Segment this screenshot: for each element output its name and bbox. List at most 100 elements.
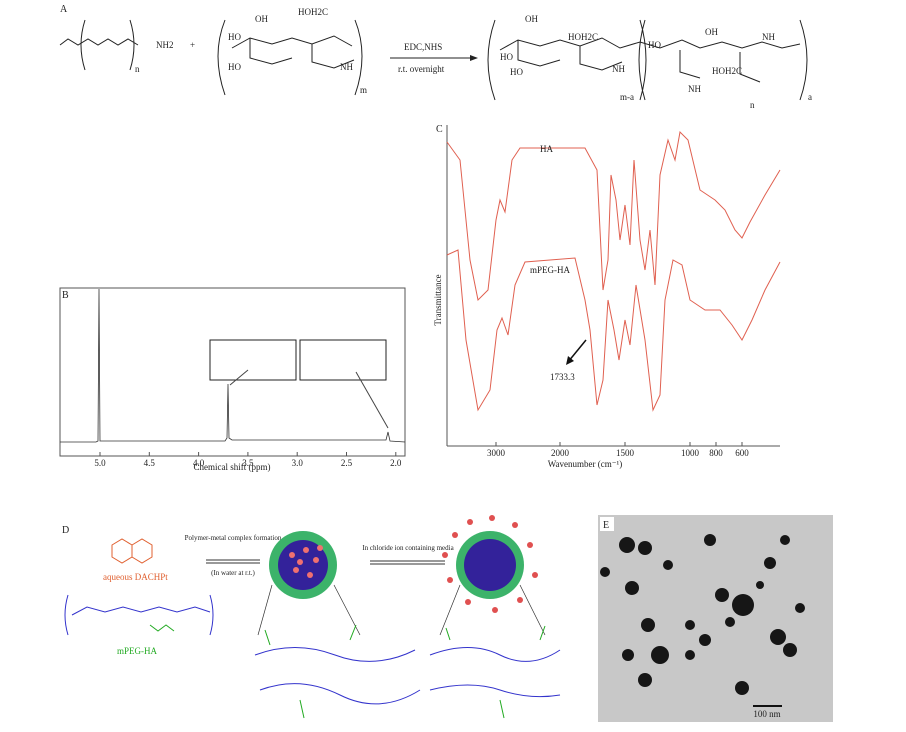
- released-pt: [527, 542, 533, 548]
- axis-label: Wavenumber (cm⁻¹): [548, 459, 622, 469]
- tem-image: [598, 515, 833, 722]
- pt-complex: [289, 552, 295, 558]
- plus: +: [190, 40, 195, 50]
- curve-label: HA: [540, 144, 553, 154]
- nanoparticle: [641, 618, 655, 632]
- tick-label: 600: [735, 448, 749, 458]
- structure: [59, 19, 139, 71]
- nanoparticle: [651, 646, 669, 664]
- nanoparticle: [699, 634, 711, 646]
- group: OH: [705, 27, 718, 37]
- nanoparticle: [783, 643, 797, 657]
- nanoparticle: [725, 617, 735, 627]
- plot-frame: [59, 287, 406, 457]
- group: HO: [228, 62, 241, 72]
- nanoparticle: [685, 620, 695, 630]
- axis-label: Transmittance: [433, 274, 443, 325]
- peg-chain: [264, 624, 546, 719]
- pt-complex: [307, 572, 313, 578]
- nanoparticle: [685, 650, 695, 660]
- annotation: 1733.3: [550, 372, 575, 382]
- tick-label: 4.0: [193, 458, 205, 468]
- pt-complex: [293, 567, 299, 573]
- nanoparticle: [764, 557, 776, 569]
- nanoparticle: [638, 673, 652, 687]
- nanoparticle: [715, 588, 729, 602]
- nanoparticle: [625, 581, 639, 595]
- pt-complex: [317, 545, 323, 551]
- polymer-chain: [254, 647, 561, 705]
- structure: [111, 538, 153, 564]
- nmr-spectrum: [60, 288, 406, 443]
- nanoparticle: [735, 681, 749, 695]
- axis-label: Chemical shift (ppm): [194, 462, 271, 472]
- group: NH2: [156, 40, 174, 50]
- structure: [149, 624, 175, 632]
- tick-label: 800: [709, 448, 723, 458]
- nanoparticle: [622, 649, 634, 661]
- subscript: n: [750, 100, 755, 110]
- tick-label: 2.5: [341, 458, 353, 468]
- step-label: In chloride ion containing media: [362, 544, 454, 552]
- ir-spectrum: [446, 249, 781, 412]
- group: HOH2C: [568, 32, 598, 42]
- panel-label: E: [603, 520, 609, 531]
- subscript: n: [135, 64, 140, 74]
- released-pt: [512, 522, 518, 528]
- step-note: (In water at r.t.): [211, 569, 255, 577]
- group: HO: [228, 32, 241, 42]
- arrow: [567, 339, 587, 363]
- molecule-label: aqueous DACHPt: [103, 572, 168, 582]
- released-pt: [452, 532, 458, 538]
- group: NH: [762, 32, 775, 42]
- tick-label: 4.5: [144, 458, 156, 468]
- nanoparticle: [619, 537, 635, 553]
- group: NH: [340, 62, 353, 72]
- reagents: EDC,NHS: [404, 42, 442, 52]
- released-pt: [442, 552, 448, 558]
- micelle-core: [464, 539, 516, 591]
- group: NH: [612, 64, 625, 74]
- tick-label: 3.5: [242, 458, 254, 468]
- panel-label: B: [62, 290, 69, 301]
- curve-label: mPEG-HA: [530, 265, 570, 275]
- arrow: [229, 369, 249, 386]
- nanoparticle: [770, 629, 786, 645]
- conditions: r.t. overnight: [398, 64, 445, 74]
- pt-complex: [313, 557, 319, 563]
- released-pt: [467, 519, 473, 525]
- tick-label: 1000: [681, 448, 700, 458]
- nanoparticle: [704, 534, 716, 546]
- step-label: Polymer-metal complex formation: [185, 534, 282, 542]
- released-pt: [532, 572, 538, 578]
- nanoparticle: [638, 541, 652, 555]
- subscript: m: [360, 85, 367, 95]
- ir-spectrum: [446, 130, 781, 302]
- subscript: a: [808, 92, 812, 102]
- tick-label: 5.0: [94, 458, 106, 468]
- pt-complex: [303, 547, 309, 553]
- nanoparticle: [756, 581, 764, 589]
- group: HO: [500, 52, 513, 62]
- nanoparticle: [600, 567, 610, 577]
- nanoparticle: [663, 560, 673, 570]
- group: OH: [255, 14, 268, 24]
- molecule-label: mPEG-HA: [117, 646, 157, 656]
- tick-label: 3.0: [292, 458, 304, 468]
- panel-label: C: [436, 124, 443, 135]
- nanoparticle: [780, 535, 790, 545]
- panel-label: D: [62, 525, 69, 536]
- structure: [64, 594, 214, 636]
- structure: [487, 19, 808, 101]
- released-pt: [517, 597, 523, 603]
- tick-label: 2000: [551, 448, 570, 458]
- scale-label: 100 nm: [753, 709, 780, 719]
- panel-label: A: [60, 4, 68, 15]
- group: HOH2C: [298, 7, 328, 17]
- structure: [209, 339, 387, 381]
- arrow: [355, 371, 389, 429]
- arrowhead: [566, 356, 574, 365]
- structure: [217, 19, 363, 96]
- group: HO: [510, 67, 523, 77]
